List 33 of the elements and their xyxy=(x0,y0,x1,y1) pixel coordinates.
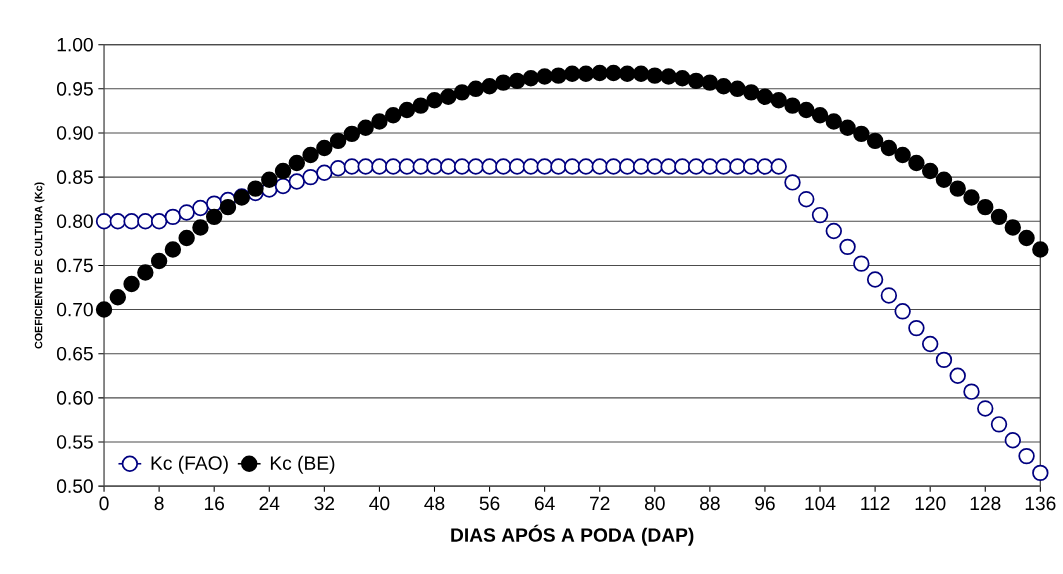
x-axis-title: DIAS APÓS A PODA (DAP) xyxy=(451,524,694,546)
x-tick-label: 40 xyxy=(369,496,390,511)
legend-label: Kc (BE) xyxy=(270,455,335,474)
legend-label: Kc (FAO) xyxy=(151,455,228,474)
x-tick-label: 16 xyxy=(204,496,225,511)
x-tick-label: 64 xyxy=(534,496,555,511)
y-tick-label: 0.50 xyxy=(57,479,93,493)
x-tick-label: 32 xyxy=(314,496,335,511)
y-tick-label: 0.70 xyxy=(57,302,93,317)
y-axis-title: COEFICIENTE DE CULTURA (Kc) xyxy=(34,182,45,349)
y-tick-label: 1.00 xyxy=(57,37,93,52)
y-tick-label: 0.95 xyxy=(57,81,93,96)
x-tick-label: 96 xyxy=(755,496,775,511)
y-tick-label: 0.90 xyxy=(57,126,93,140)
x-tick-label: 8 xyxy=(154,496,164,511)
x-tick-label: 24 xyxy=(259,496,280,510)
x-tick-label: 120 xyxy=(915,496,946,511)
x-tick-label: 56 xyxy=(479,496,500,511)
x-tick-label: 0 xyxy=(99,496,109,511)
x-tick-label: 112 xyxy=(861,496,890,510)
x-tick-label: 104 xyxy=(805,496,836,511)
x-tick-label: 48 xyxy=(424,496,445,511)
y-tick-label: 0.65 xyxy=(57,346,93,361)
y-tick-label: 0.60 xyxy=(57,390,93,405)
x-tick-label: 128 xyxy=(970,496,1001,511)
y-tick-label: 0.55 xyxy=(57,435,93,449)
y-tick-label: 0.80 xyxy=(57,214,93,228)
x-tick-label: 72 xyxy=(590,496,610,510)
y-tick-label: 0.85 xyxy=(57,170,93,184)
y-tick-label: 0.75 xyxy=(57,258,93,273)
x-tick-label: 88 xyxy=(700,496,720,511)
x-tick-label: 136 xyxy=(1025,496,1056,511)
x-tick-label: 80 xyxy=(644,496,665,511)
